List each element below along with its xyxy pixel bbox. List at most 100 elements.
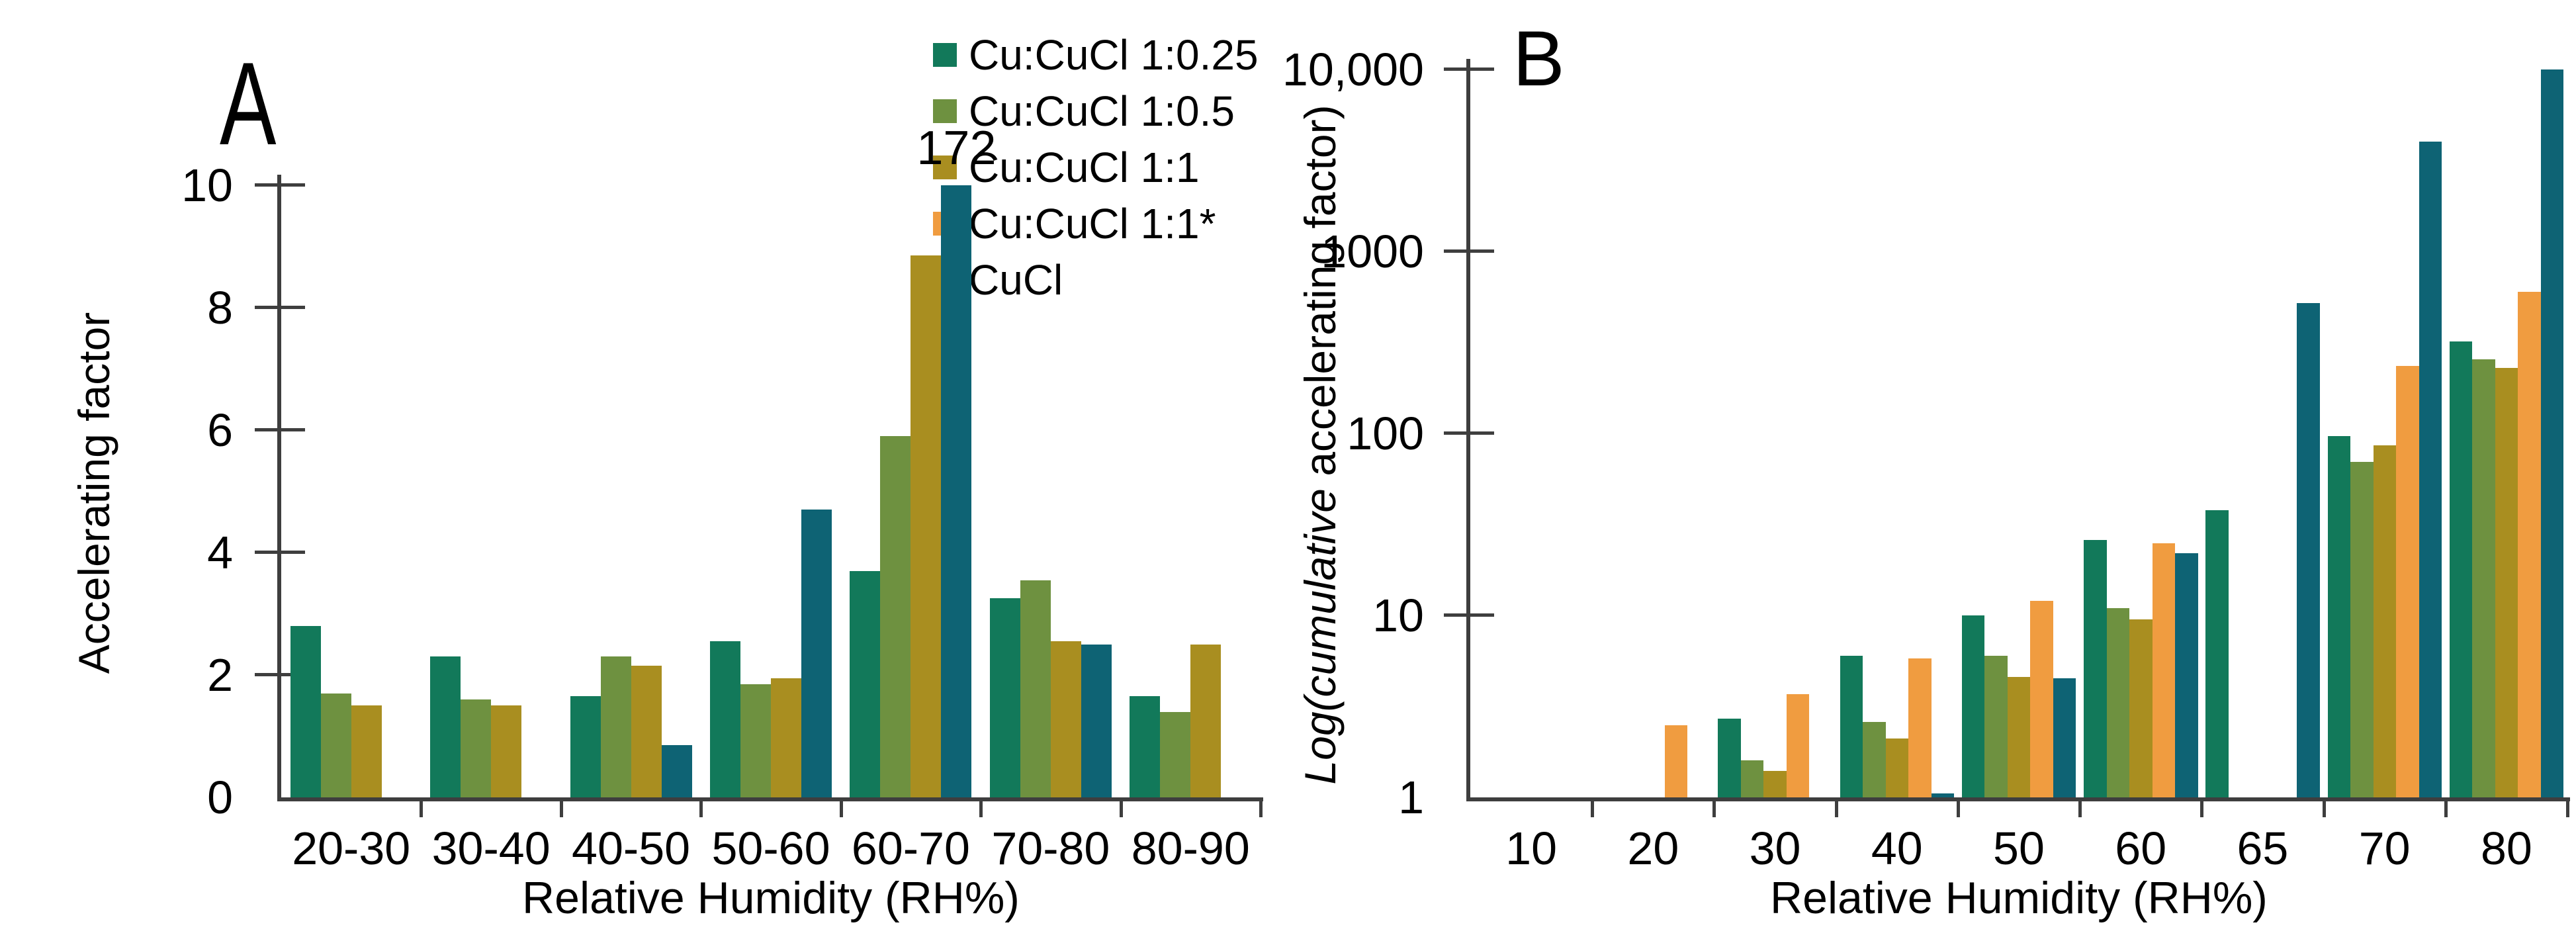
x-tick-mark xyxy=(699,800,703,817)
bar-cucl-80 xyxy=(2540,69,2564,797)
legend: Cu:CuCl 1:0.25 Cu:CuCl 1:0.5 Cu:CuCl 1:1 Cu… xyxy=(933,26,1259,308)
x-tick-mark xyxy=(1712,800,1716,817)
bar-cu-cucl-1-1-30 xyxy=(1763,770,1787,797)
x-axis-line xyxy=(1466,797,2570,801)
x-tick-label: 10 xyxy=(1505,823,1558,874)
legend-item: Cu:CuCl 1:1* xyxy=(933,195,1259,251)
bar-cu-cucl-1-1-40-50 xyxy=(631,666,662,797)
x-tick-mark xyxy=(420,800,423,817)
y-tick-mark xyxy=(255,551,305,554)
y-tick-label: 0 xyxy=(207,772,233,823)
x-tick-label: 50-60 xyxy=(711,823,830,874)
y-tick-label: 10 xyxy=(1372,590,1424,641)
bar-cu-cucl-1-0-5-30-40 xyxy=(461,699,492,797)
legend-label: Cu:CuCl 1:1* xyxy=(969,199,1216,247)
bar-cu-cucl-1-0-5-80 xyxy=(2472,359,2495,797)
category-cell xyxy=(1470,69,1592,797)
bar-cu-cucl-1-0-25-40 xyxy=(1840,656,1863,797)
x-tick-label: 80 xyxy=(2480,823,2532,874)
x-tick-label: 70 xyxy=(2358,823,2411,874)
x-tick-label: 60 xyxy=(2115,823,2167,874)
bar-cu-cucl-1-0-5-40 xyxy=(1863,721,1886,797)
bar-cu-cucl-1-1-50 xyxy=(2007,676,2031,797)
bar-cu-cucl-1-1--20 xyxy=(1664,725,1688,797)
bar-cu-cucl-1-1-30-40 xyxy=(491,705,522,797)
bar-cu-cucl-1-1-50-60 xyxy=(770,678,801,797)
x-tick-mark xyxy=(839,800,843,817)
bar-cu-cucl-1-0-25-50-60 xyxy=(709,641,740,797)
x-axis-line xyxy=(277,797,1263,801)
bar-cu-cucl-1-0-25-60-70 xyxy=(850,570,881,797)
y-tick-label: 100 xyxy=(1347,408,1424,459)
y-tick-mark xyxy=(255,306,305,309)
x-tick-mark xyxy=(2566,800,2569,817)
category-cell xyxy=(2446,69,2567,797)
x-tick-mark xyxy=(2200,800,2204,817)
category-cell xyxy=(2201,69,2323,797)
bar-cu-cucl-1-0-5-70 xyxy=(2350,461,2374,797)
category-cell xyxy=(2324,69,2446,797)
x-tick-mark xyxy=(1259,800,1263,817)
bar-cu-cucl-1-1--60 xyxy=(2152,543,2176,797)
x-tick-label: 65 xyxy=(2237,823,2289,874)
legend-item: Cu:CuCl 1:1 xyxy=(933,139,1259,195)
panel-b-label: B xyxy=(1513,15,1565,103)
x-tick-mark xyxy=(2444,800,2448,817)
x-tick-label: 80-90 xyxy=(1131,823,1250,874)
bar-cu-cucl-1-0-5-50-60 xyxy=(740,684,771,797)
panel-a-y-axis-title: Accelerating factor xyxy=(69,312,118,674)
bar-cu-cucl-1-0-5-20-30 xyxy=(320,693,351,797)
bar-cu-cucl-1-1--70 xyxy=(2396,365,2419,797)
bar-cu-cucl-1-1-70 xyxy=(2373,445,2397,797)
bar-cucl-50-60 xyxy=(801,510,832,797)
category-cell xyxy=(981,185,1120,797)
y-tick-mark xyxy=(1444,67,1494,71)
x-tick-mark xyxy=(2322,800,2326,817)
bar-cu-cucl-1-1-80-90 xyxy=(1190,644,1221,797)
bar-cu-cucl-1-0-25-30 xyxy=(1718,719,1741,797)
bar-cu-cucl-1-0-5-60 xyxy=(2106,607,2130,797)
category-cell xyxy=(1592,69,1714,797)
bar-cu-cucl-1-0-25-70 xyxy=(2327,435,2351,797)
bar-cu-cucl-1-1-40 xyxy=(1885,738,1909,797)
category-cell xyxy=(281,185,421,797)
y-tick-mark xyxy=(255,183,305,187)
bar-cu-cucl-1-0-25-65 xyxy=(2205,510,2229,797)
category-cell xyxy=(1958,69,2080,797)
bar-cu-cucl-1-1--40 xyxy=(1908,658,1932,797)
category-cell xyxy=(421,185,560,797)
x-tick-label: 40-50 xyxy=(572,823,691,874)
bar-cu-cucl-1-1-60 xyxy=(2129,619,2153,797)
y-tick-mark xyxy=(1444,249,1494,253)
legend-swatch-icon xyxy=(933,99,957,123)
category-cell xyxy=(701,185,840,797)
bar-cu-cucl-1-0-5-40-50 xyxy=(600,656,631,797)
legend-swatch-icon xyxy=(933,155,957,179)
y-tick-label: 1 xyxy=(1398,772,1424,823)
bar-cu-cucl-1-0-25-50 xyxy=(1961,615,1985,797)
bar-cucl-60 xyxy=(2175,553,2198,797)
bar-cu-cucl-1-0-25-70-80 xyxy=(989,598,1020,797)
category-cell xyxy=(841,185,981,797)
bar-cu-cucl-1-0-25-60 xyxy=(2084,539,2107,797)
panel-b-x-axis-title: Relative Humidity (RH%) xyxy=(1770,873,2268,923)
bar-cucl-60-70 xyxy=(941,185,972,797)
x-tick-label: 60-70 xyxy=(851,823,970,874)
x-tick-mark xyxy=(1956,800,1960,817)
bar-cu-cucl-1-0-5-70-80 xyxy=(1020,580,1051,797)
bar-cucl-50 xyxy=(2053,678,2076,797)
y-tick-mark xyxy=(255,428,305,431)
y-tick-mark xyxy=(1444,431,1494,435)
bar-cu-cucl-1-0-25-80-90 xyxy=(1130,696,1161,797)
y-tick-label: 1000 xyxy=(1321,226,1424,277)
category-cell xyxy=(1836,69,1958,797)
legend-label: Cu:CuCl 1:1 xyxy=(969,143,1200,191)
legend-label: Cu:CuCl 1:0.25 xyxy=(969,30,1259,79)
bar-cucl-65 xyxy=(2297,303,2320,797)
x-tick-mark xyxy=(559,800,563,817)
bar-cu-cucl-1-0-5-80-90 xyxy=(1160,711,1191,797)
x-tick-label: 50 xyxy=(1993,823,2045,874)
category-cell xyxy=(1714,69,1836,797)
bar-cu-cucl-1-1--50 xyxy=(2030,601,2053,797)
